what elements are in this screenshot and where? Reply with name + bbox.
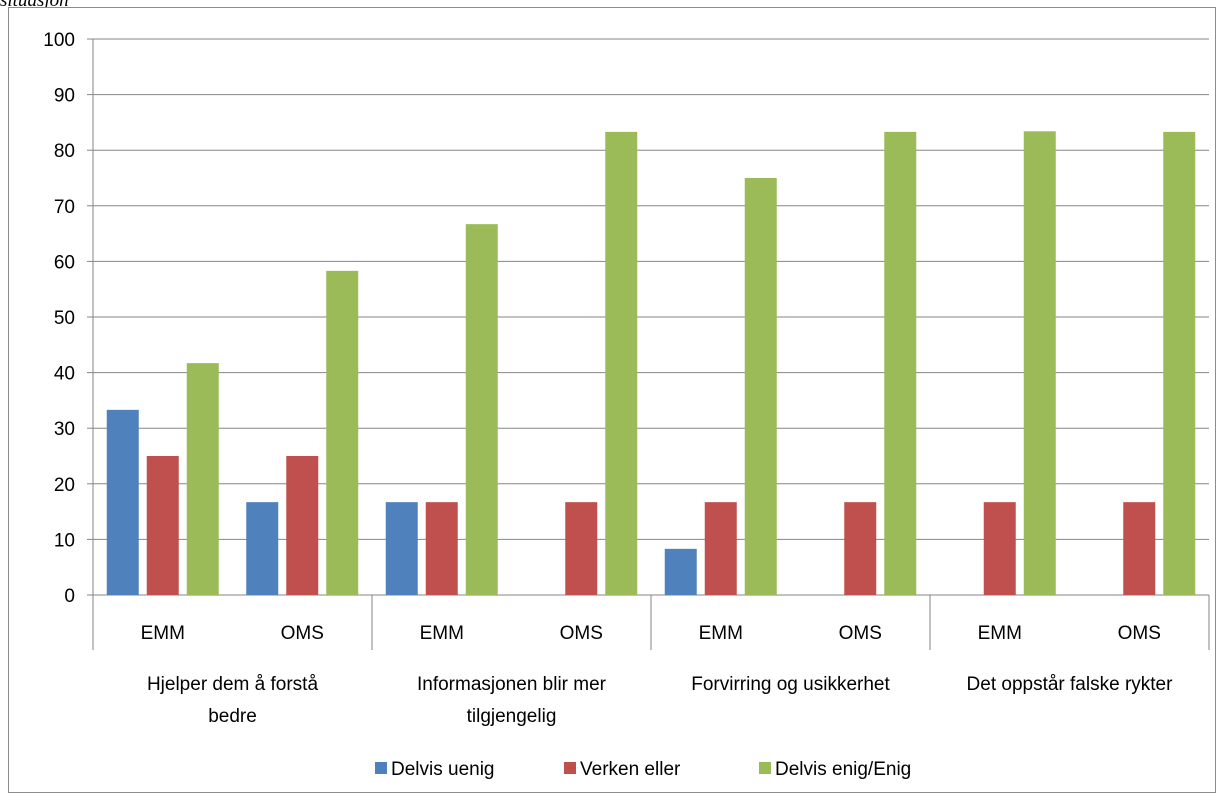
- bar-0-1: [246, 502, 279, 595]
- x-category-label-5: OMS: [839, 623, 882, 644]
- group-label-0-1: bedre: [208, 706, 257, 727]
- y-tick-label-6: 60: [54, 252, 75, 273]
- group-label-1-0: Informasjonen blir mer: [417, 674, 607, 695]
- group-label-3-0: Det oppstår falske rykter: [967, 674, 1174, 695]
- bar-1-3: [565, 502, 598, 595]
- x-category-label-1: OMS: [281, 623, 324, 644]
- legend-swatch-1: [564, 762, 576, 774]
- y-tick-label-3: 30: [54, 419, 75, 440]
- x-category-label-6: EMM: [978, 623, 1022, 644]
- bar-2-5: [884, 131, 917, 596]
- y-tick-label-7: 70: [54, 197, 75, 218]
- group-label-2-0: Forvirring og usikkerhet: [691, 674, 890, 695]
- bar-2-2: [465, 224, 498, 595]
- bar-0-2: [385, 502, 418, 595]
- bar-1-1: [286, 456, 319, 595]
- y-tick-label-0: 0: [64, 586, 75, 607]
- bar-2-7: [1163, 131, 1196, 596]
- bar-0-4: [664, 548, 697, 595]
- legend-label-0: Delvis uenig: [391, 759, 495, 780]
- y-tick-label-5: 50: [54, 308, 75, 329]
- y-tick-label-2: 20: [54, 475, 75, 496]
- y-tick-label-9: 90: [54, 86, 75, 107]
- bar-1-6: [983, 502, 1016, 595]
- legend-label-1: Verken eller: [580, 759, 681, 780]
- bar-2-6: [1023, 131, 1056, 595]
- bar-2-3: [605, 131, 638, 596]
- legend-swatch-2: [759, 762, 771, 774]
- bar-2-0: [186, 363, 219, 595]
- group-label-1-1: tilgjengelig: [467, 706, 557, 727]
- group-label-0-0: Hjelper dem å forstå: [147, 674, 319, 695]
- bar-1-4: [704, 502, 737, 595]
- y-tick-label-10: 100: [43, 30, 75, 51]
- y-tick-label-4: 40: [54, 364, 75, 385]
- legend-swatch-0: [375, 762, 387, 774]
- bar-2-1: [326, 270, 359, 595]
- x-category-label-4: EMM: [699, 623, 743, 644]
- y-tick-label-8: 80: [54, 141, 75, 162]
- bar-1-7: [1123, 502, 1156, 595]
- bar-1-2: [425, 502, 458, 595]
- y-tick-label-1: 10: [54, 530, 75, 551]
- x-category-label-3: OMS: [560, 623, 603, 644]
- x-category-label-2: EMM: [420, 623, 464, 644]
- caption-fragment: situasjon: [0, 0, 69, 11]
- x-category-label-0: EMM: [141, 623, 185, 644]
- bar-1-5: [844, 502, 877, 595]
- bar-0-0: [106, 409, 139, 595]
- x-category-label-7: OMS: [1118, 623, 1161, 644]
- bar-1-0: [146, 456, 179, 595]
- bar-2-4: [744, 178, 777, 595]
- legend-label-2: Delvis enig/Enig: [775, 759, 911, 780]
